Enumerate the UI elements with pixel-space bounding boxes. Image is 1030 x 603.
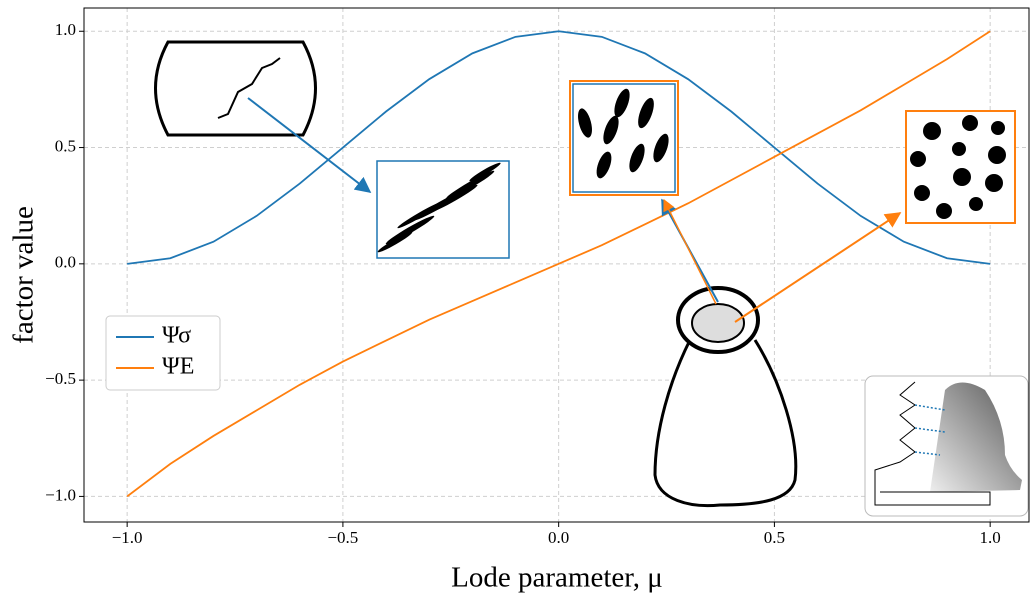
- specimen-lines: [914, 404, 946, 456]
- y-tick-label: 0.0: [55, 253, 76, 272]
- legend: Ψσ ΨE: [105, 315, 221, 391]
- y-tick-label: 1.0: [55, 20, 76, 39]
- legend-box: [105, 315, 221, 391]
- x-tick-label: 1.0: [980, 528, 1001, 547]
- specimen-shape: [930, 382, 1022, 492]
- arrow: [734, 212, 902, 323]
- arrow: [247, 97, 372, 193]
- x-tick-label: −1.0: [112, 528, 143, 547]
- elongated-voids: [578, 88, 669, 179]
- legend-label: ΨE: [162, 354, 194, 380]
- shear-cracks: [377, 162, 501, 253]
- x-tick-label: 0.0: [548, 528, 569, 547]
- series-line: [126, 30, 991, 498]
- inset-inner: [572, 83, 676, 193]
- bottle: [653, 339, 798, 508]
- legend-label: Ψσ: [162, 323, 191, 349]
- lines: [126, 30, 991, 498]
- x-axis-label: Lode parameter, μ: [451, 562, 663, 594]
- series-line: [127, 30, 991, 265]
- crack: [217, 57, 281, 119]
- spherical-voids: [910, 115, 1006, 219]
- y-tick-label: −1.0: [45, 485, 76, 504]
- y-tick-label: 0.5: [55, 136, 76, 155]
- y-axis-label: factor value: [8, 206, 40, 344]
- fracture-zone: [691, 303, 745, 343]
- x-tick-label: −0.5: [327, 528, 358, 547]
- sample-cracked: [154, 40, 317, 137]
- arrow: [663, 198, 717, 305]
- x-tick-label: 0.5: [764, 528, 785, 547]
- plot-frame: [83, 7, 1030, 523]
- illustrations: [154, 40, 1029, 517]
- y-tick-label: −0.5: [45, 369, 76, 388]
